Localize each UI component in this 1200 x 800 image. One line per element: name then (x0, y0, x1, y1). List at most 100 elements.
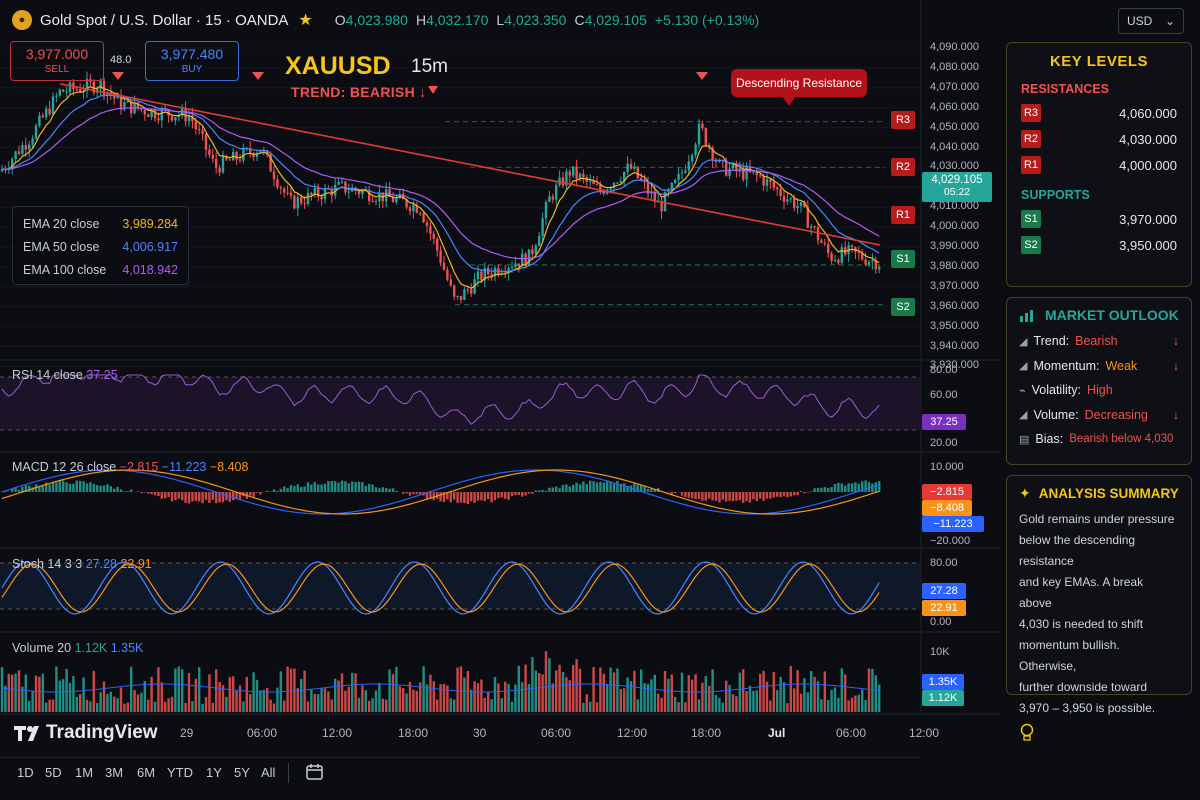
range-button-1d[interactable]: 1D (17, 765, 34, 780)
volume-bar (269, 699, 272, 712)
range-button-1m[interactable]: 1M (75, 765, 94, 780)
macd-histogram-bar (718, 492, 721, 503)
macd-histogram-bar (11, 489, 14, 492)
candle-body (643, 180, 646, 183)
volume-bar (167, 698, 170, 712)
volume-bar (388, 669, 391, 712)
candle-body (361, 190, 364, 195)
candle-body (629, 163, 633, 169)
candle-body (789, 198, 792, 200)
macd-histogram-bar (181, 492, 184, 501)
descending-resistance-callout: Descending Resistance (731, 69, 867, 97)
candle-body (116, 95, 119, 99)
favorite-star-icon[interactable]: ★ (298, 12, 313, 29)
range-button-ytd[interactable]: YTD (167, 765, 193, 780)
volume-bar (31, 690, 34, 712)
volume-bar (357, 697, 361, 712)
support-row-s1: S1 3,970.000 (1021, 206, 1177, 232)
candle-body (337, 181, 340, 185)
symbol-title[interactable]: Gold Spot / U.S. Dollar · 15 · OANDA (40, 11, 289, 29)
range-button-5y[interactable]: 5Y (234, 765, 250, 780)
range-button-3m[interactable]: 3M (105, 765, 124, 780)
volume-bar (347, 686, 350, 712)
candle-body (269, 154, 272, 172)
macd-histogram-bar (473, 492, 476, 503)
macd-histogram-bar (789, 492, 792, 497)
candle-body (861, 253, 864, 260)
volume-bar (789, 666, 792, 712)
date-range-icon[interactable] (304, 762, 326, 787)
candle-body (201, 130, 204, 134)
volume-bar (755, 690, 758, 712)
outlook-row-volatility: ⌁ Volatility: High (1019, 383, 1113, 398)
candle-body (538, 235, 541, 246)
candle-body (782, 196, 786, 202)
outlook-row-trend: ◢ Trend: Bearish ↓ (1019, 334, 1179, 349)
macd-histogram-bar (157, 492, 160, 497)
range-button-all[interactable]: All (261, 765, 276, 780)
volume-bar (759, 673, 762, 712)
volume-bar (674, 697, 677, 712)
macd-histogram-bar (174, 492, 177, 501)
candle-body (820, 240, 823, 243)
volume-bar (459, 666, 463, 712)
macd-histogram-bar (878, 481, 881, 492)
macd-histogram-bar (762, 492, 765, 501)
macd-histogram-bar (565, 484, 568, 492)
candle-body (123, 102, 126, 110)
macd-histogram-bar (626, 485, 629, 492)
volume-bar (344, 690, 347, 712)
range-button-6m[interactable]: 6M (137, 765, 156, 780)
candle-body (728, 168, 731, 176)
volume-bar (245, 676, 248, 712)
macd-histogram-bar (776, 492, 779, 497)
time-axis-label: 06:00 (836, 726, 867, 740)
candle-body (391, 197, 395, 203)
macd-histogram-bar (201, 492, 204, 504)
time-axis-label: 30 (473, 726, 487, 740)
macd-histogram-bar (497, 492, 500, 499)
volume-bar (844, 674, 847, 712)
macd-histogram-bar (225, 492, 228, 501)
candle-body (810, 226, 813, 228)
candle-body (225, 156, 228, 160)
volume-bar (65, 668, 68, 712)
callout-text: Descending Resistance (735, 76, 863, 90)
candle-body (85, 78, 89, 91)
volume-bar (568, 680, 571, 712)
candle-body (184, 108, 187, 122)
volume-bar (609, 667, 612, 712)
macd-histogram-bar (782, 492, 786, 497)
candle-body (303, 203, 306, 205)
volume-bar (772, 672, 775, 712)
candle-body (432, 233, 435, 239)
overlay-timeframe: 15m (411, 56, 448, 77)
macd-histogram-bar (514, 492, 517, 496)
range-button-5d[interactable]: 5D (45, 765, 62, 780)
volume-bar (582, 702, 585, 712)
volume-bar (405, 693, 408, 712)
candle-body (436, 238, 439, 251)
macd-histogram-bar (184, 492, 187, 503)
currency-select[interactable]: USD ⌄ (1118, 8, 1184, 34)
open-value: O4,023.980 (334, 12, 408, 28)
range-button-1y[interactable]: 1Y (206, 765, 222, 780)
candle-body (653, 191, 656, 202)
candle-body (582, 173, 585, 178)
price-axis-label: 3,950.000 (930, 319, 979, 332)
price-axis-label: 4,000.000 (930, 220, 979, 233)
macd-histogram-bar (218, 492, 221, 503)
chart-canvas[interactable] (0, 0, 1000, 760)
tradingview-brand[interactable]: TradingView (12, 722, 158, 744)
candle-body (378, 192, 381, 202)
candle-body (837, 259, 840, 263)
volume-bar (483, 697, 486, 712)
macd-histogram-bar (85, 483, 89, 492)
buy-button[interactable]: 3,977.480 BUY (145, 41, 239, 81)
macd-histogram-bar (470, 492, 473, 502)
candle-body (531, 249, 534, 255)
macd-histogram-bar (368, 483, 371, 492)
volume-bar (75, 696, 78, 712)
sell-button[interactable]: 3,977.000 SELL (10, 41, 104, 81)
candle-body (160, 109, 163, 121)
